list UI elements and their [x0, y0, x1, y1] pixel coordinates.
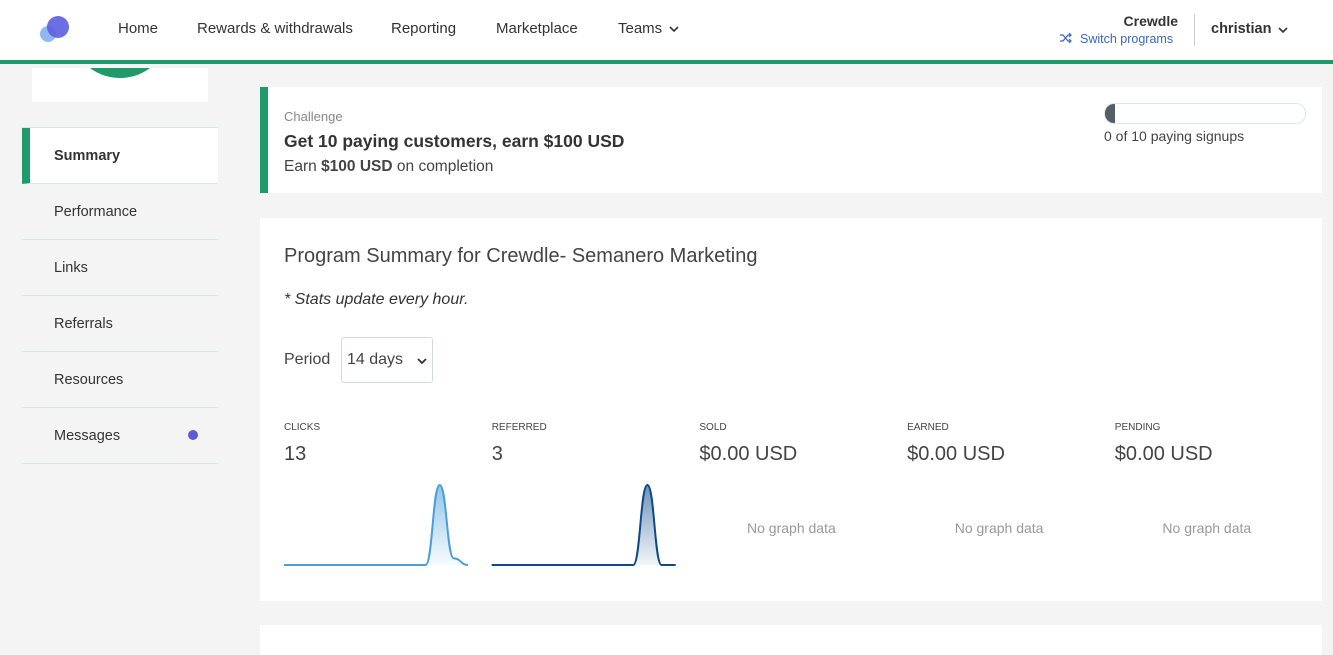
top-bar: Home Rewards & withdrawals Reporting Mar… [0, 0, 1333, 64]
menu-messages[interactable]: Messages [22, 408, 218, 464]
nav-home[interactable]: Home [118, 20, 159, 37]
chevron [417, 358, 427, 365]
nav-reporting[interactable]: Reporting [391, 20, 457, 37]
stat-value: 3 [491, 443, 503, 465]
sparkline [283, 483, 469, 567]
program-name: Crewdle [1123, 13, 1178, 29]
logo[interactable] [38, 14, 72, 44]
no-graph-data: No graph data [954, 520, 1044, 536]
menu-referrals[interactable]: Referrals [22, 296, 218, 352]
challenge-card: Challenge Get 10 paying customers, earn … [260, 87, 1322, 193]
sparkline-area [491, 485, 676, 565]
no-graph-data: No graph data [747, 520, 836, 536]
sidebar-top [22, 127, 218, 128]
stat-label: REFERRED [491, 422, 547, 433]
stat-label: CLICKS [284, 422, 321, 433]
divider [1194, 14, 1195, 46]
chevron [669, 26, 679, 33]
challenge-reward: Earn $100 USD on completion [284, 158, 493, 176]
progress-fill [1105, 104, 1115, 123]
chevron [1278, 27, 1288, 34]
stat-label: EARNED [907, 422, 949, 433]
stat-label: SOLD [699, 422, 727, 433]
user-menu[interactable]: christian [1211, 21, 1272, 37]
stat-label: PENDING [1114, 422, 1161, 433]
stat-value: $0.00 USD [1114, 443, 1213, 465]
menu-summary[interactable]: Summary [22, 128, 218, 184]
progress-text: 0 of 10 paying signups [1104, 128, 1245, 144]
avatar-card [32, 68, 208, 102]
summary-note: * Stats update every hour. [284, 291, 469, 308]
progress-bar [1104, 103, 1306, 124]
sparkline-area [284, 485, 468, 565]
period-select[interactable]: 14 days [341, 337, 433, 383]
stat-value: $0.00 USD [699, 443, 798, 465]
summary-title: Program Summary for Crewdle- Semanero Ma… [284, 245, 758, 267]
period-label: Period [284, 351, 331, 368]
stat-value: $0.00 USD [907, 443, 1005, 465]
period-value: 14 days [347, 351, 404, 368]
stat-value: 13 [284, 443, 307, 465]
challenge-title: Get 10 paying customers, earn $100 USD [284, 131, 625, 151]
nav-marketplace[interactable]: Marketplace [496, 20, 578, 37]
sparkline [491, 483, 676, 567]
menu-links[interactable]: Links [22, 240, 218, 296]
switch-programs[interactable]: Switch programs [1080, 32, 1174, 46]
text: $100 USD [321, 158, 393, 175]
text: on completion [396, 158, 494, 175]
menu-resources[interactable]: Resources [22, 352, 218, 408]
nav-rewards[interactable]: Rewards & withdrawals [197, 20, 353, 37]
no-graph-data: No graph data [1162, 520, 1252, 536]
shuffle-icon [1060, 32, 1072, 44]
challenge-label: Challenge [284, 109, 343, 124]
text: Earn [284, 158, 317, 175]
nav-teams[interactable]: Teams [618, 20, 663, 37]
menu-performance[interactable]: Performance [22, 184, 218, 240]
unread-dot [188, 430, 198, 440]
avatar [70, 68, 170, 78]
